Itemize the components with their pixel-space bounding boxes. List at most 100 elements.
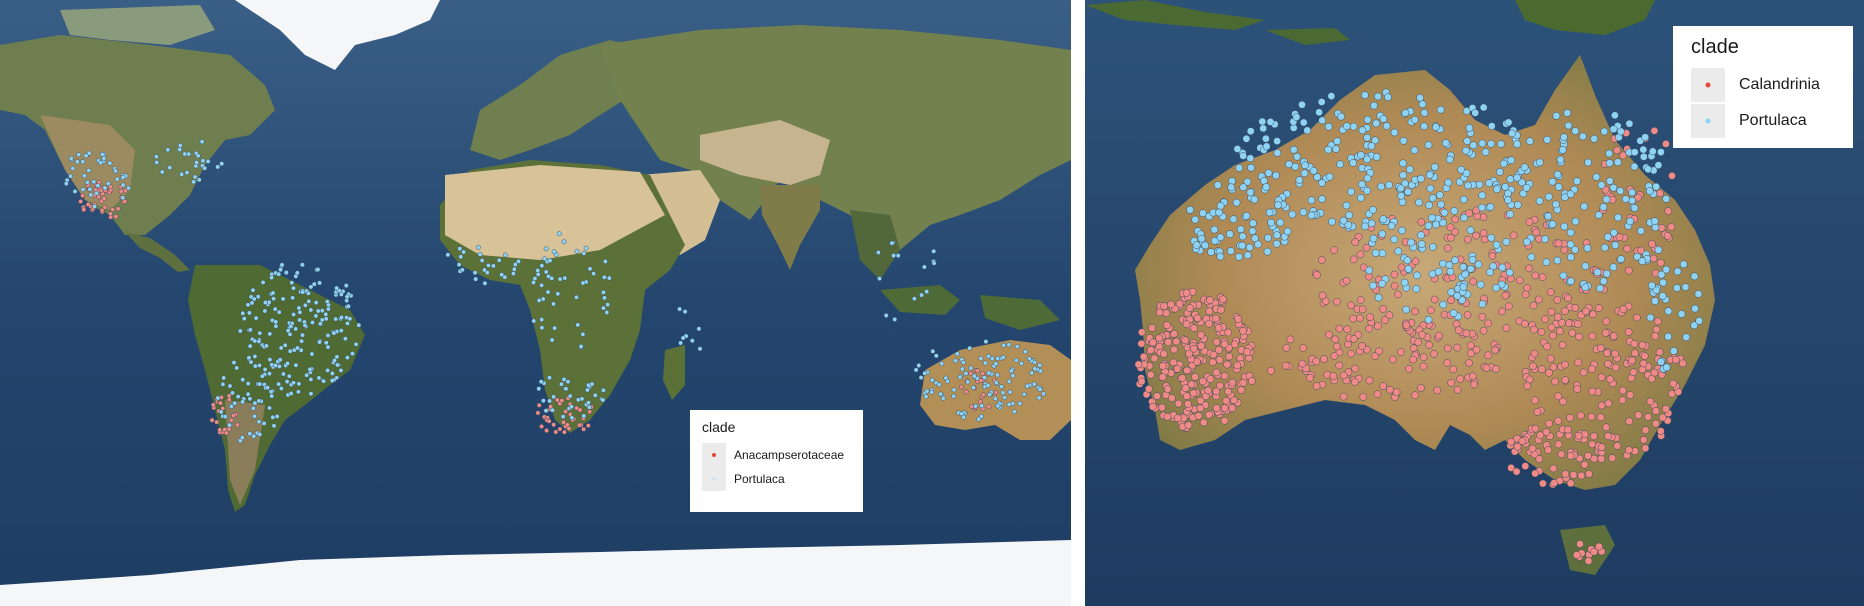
occurrence-point [1324, 122, 1333, 131]
occurrence-point [80, 187, 86, 193]
occurrence-point [578, 343, 584, 349]
occurrence-point [475, 244, 481, 250]
occurrence-point [1593, 268, 1602, 277]
occurrence-point [316, 375, 322, 381]
occurrence-point [584, 387, 590, 393]
occurrence-point [345, 320, 350, 326]
occurrence-point [1246, 188, 1255, 197]
occurrence-point [1198, 377, 1207, 386]
occurrence-point [1544, 212, 1553, 221]
occurrence-point [1371, 249, 1380, 257]
occurrence-point [1554, 183, 1563, 191]
occurrence-point [989, 356, 995, 362]
occurrence-point [581, 413, 587, 419]
occurrence-point [1431, 123, 1440, 131]
occurrence-point [270, 414, 276, 420]
occurrence-point [1318, 256, 1326, 264]
occurrence-point [240, 399, 246, 405]
occurrence-point [1332, 145, 1340, 153]
occurrence-point [1504, 189, 1512, 198]
occurrence-point [1548, 220, 1557, 229]
occurrence-point [502, 252, 508, 258]
occurrence-point [968, 365, 974, 371]
occurrence-point [1358, 180, 1366, 189]
world-map-panel[interactable]: clade Anacampserotaceae Portulaca [0, 0, 1071, 606]
occurrence-point [1566, 228, 1575, 237]
world-map[interactable] [0, 0, 1071, 606]
occurrence-point [1546, 288, 1555, 297]
occurrence-point [1564, 294, 1572, 303]
occurrence-point [1536, 431, 1545, 440]
occurrence-point [1369, 205, 1377, 214]
occurrence-point [1248, 227, 1257, 236]
indonesia-islands [1265, 28, 1350, 45]
occurrence-point [604, 310, 610, 315]
occurrence-point [1605, 159, 1614, 167]
occurrence-point [549, 275, 555, 281]
occurrence-point [1596, 344, 1605, 352]
occurrence-point [1446, 223, 1455, 232]
arctic-islands [60, 5, 215, 45]
occurrence-point [1210, 236, 1219, 245]
occurrence-point [1626, 217, 1634, 226]
occurrence-point [605, 302, 611, 308]
occurrence-point [199, 139, 205, 145]
occurrence-point [298, 347, 304, 353]
occurrence-point [1669, 347, 1678, 355]
occurrence-point [1584, 158, 1592, 167]
occurrence-point [983, 339, 989, 345]
occurrence-point [977, 399, 983, 405]
occurrence-point [1625, 446, 1633, 454]
occurrence-point [240, 310, 246, 316]
occurrence-point [1609, 183, 1618, 192]
occurrence-point [1349, 159, 1357, 167]
occurrence-point [260, 279, 266, 285]
occurrence-point [569, 415, 575, 421]
occurrence-point [550, 407, 555, 413]
occurrence-point [553, 429, 559, 435]
occurrence-point [1487, 122, 1496, 130]
occurrence-point [101, 155, 107, 161]
occurrence-point [1371, 352, 1380, 360]
occurrence-point [315, 267, 321, 273]
occurrence-point [1509, 231, 1518, 240]
australia-map-panel[interactable]: clade Calandrinia Portulaca [1085, 0, 1864, 606]
legend-dot [1705, 118, 1711, 124]
occurrence-point [1155, 308, 1164, 317]
occurrence-point [1169, 358, 1178, 367]
occurrence-point [1646, 313, 1655, 322]
occurrence-point [1293, 152, 1301, 161]
occurrence-point [1611, 241, 1620, 250]
occurrence-point [1611, 363, 1620, 372]
occurrence-point [1215, 208, 1223, 217]
occurrence-point [1238, 241, 1247, 250]
occurrence-point [271, 423, 277, 429]
occurrence-point [179, 171, 185, 177]
occurrence-point [1318, 291, 1327, 300]
occurrence-point [295, 389, 301, 395]
occurrence-point [993, 380, 999, 386]
occurrence-point [1212, 338, 1221, 346]
australia-map[interactable] [1085, 0, 1864, 606]
occurrence-point [1155, 334, 1164, 343]
occurrence-point [325, 344, 331, 350]
occurrence-point [911, 296, 917, 302]
occurrence-point [678, 340, 684, 346]
occurrence-point [280, 371, 286, 377]
occurrence-point [1639, 436, 1648, 444]
occurrence-point [677, 306, 683, 312]
occurrence-point [574, 248, 580, 254]
occurrence-point [267, 371, 272, 377]
occurrence-point [102, 185, 108, 191]
occurrence-point [1405, 165, 1414, 174]
occurrence-point [1233, 361, 1242, 370]
occurrence-point [80, 159, 86, 165]
occurrence-point [234, 365, 240, 371]
occurrence-point [1333, 297, 1341, 306]
occurrence-point [1673, 284, 1681, 292]
occurrence-point [1690, 321, 1699, 330]
occurrence-point [547, 398, 553, 404]
occurrence-point [262, 367, 268, 372]
occurrence-point [1457, 165, 1466, 174]
occurrence-point [1520, 163, 1529, 172]
